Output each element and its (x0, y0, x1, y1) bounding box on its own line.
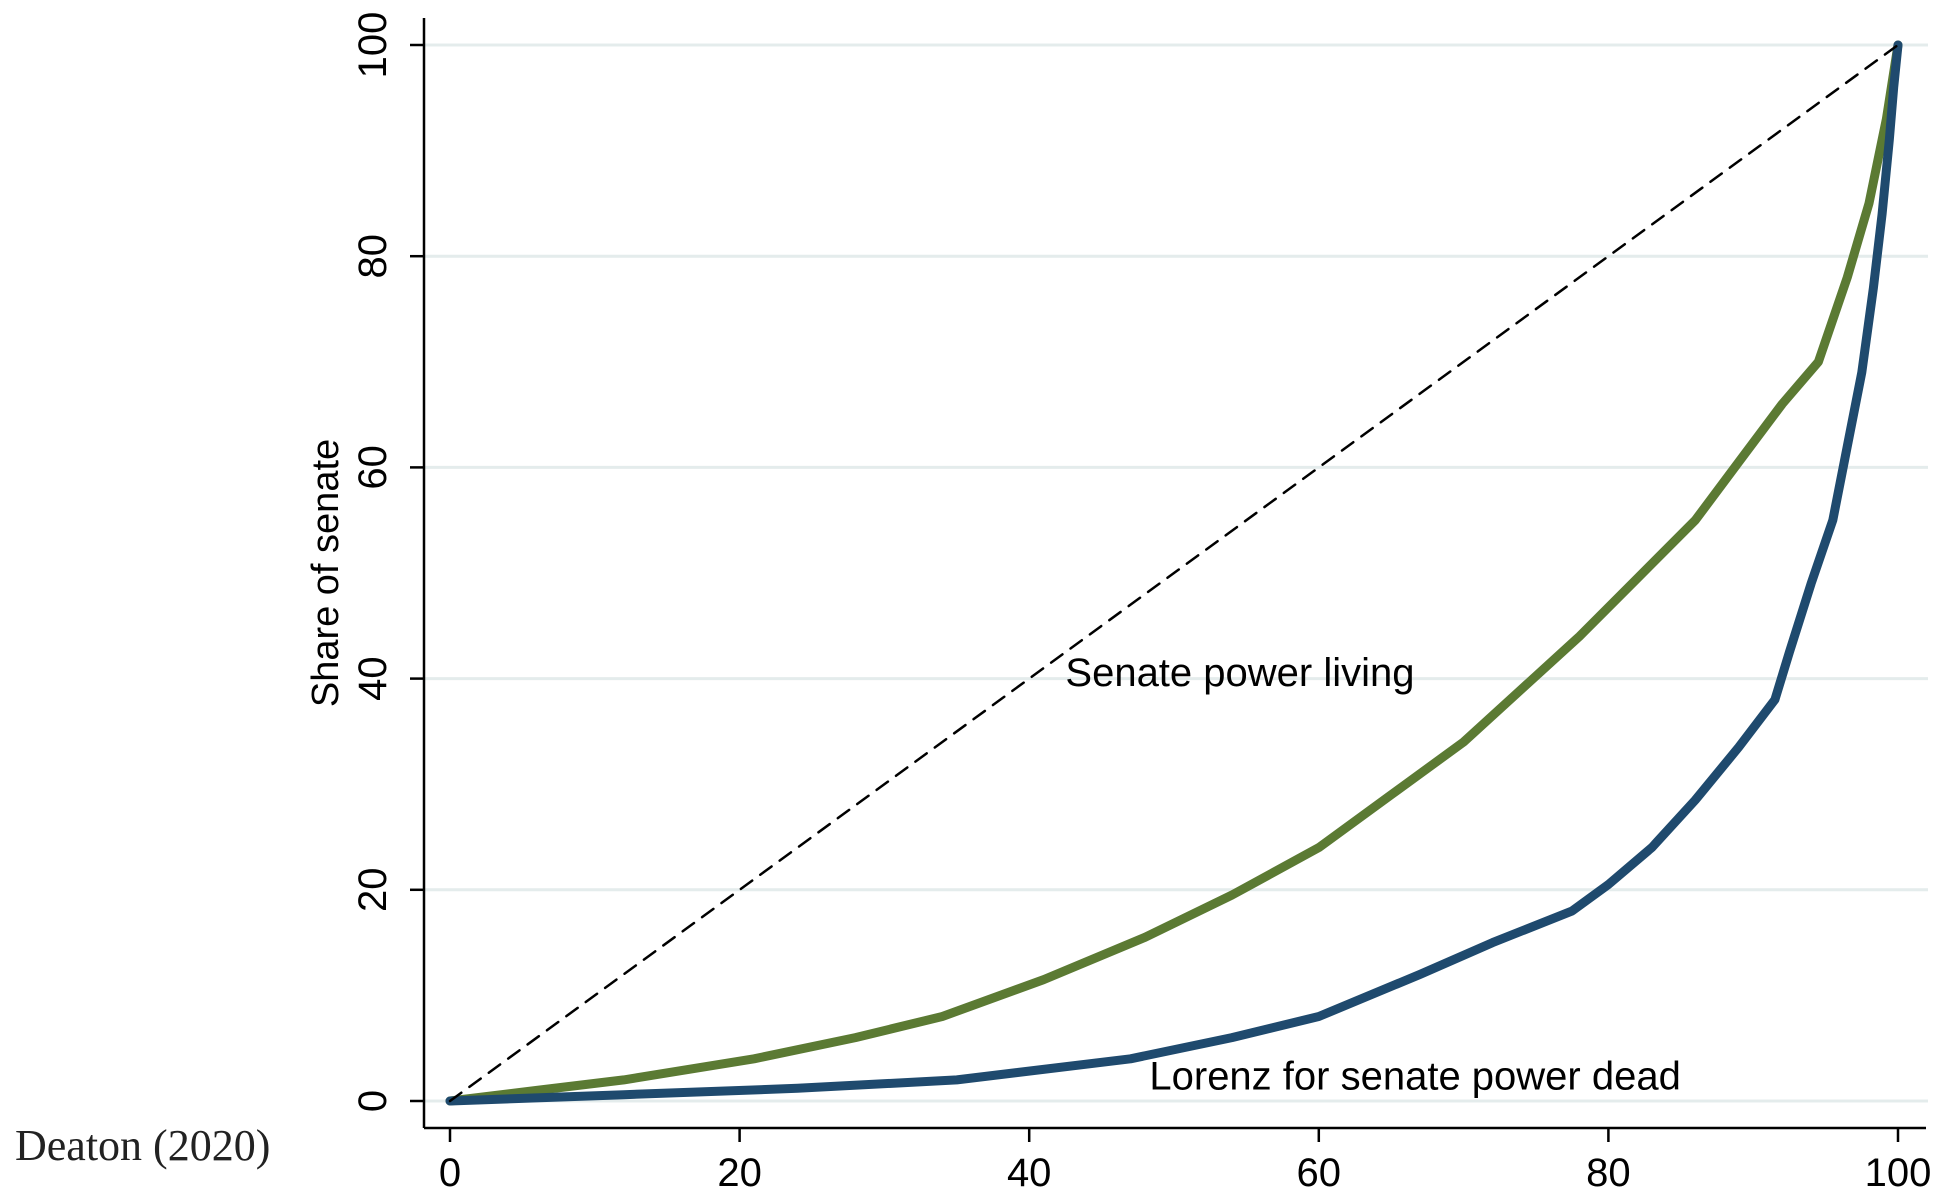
series-line-1 (445, 40, 1903, 1106)
x-tick-label-20: 20 (717, 1151, 762, 1195)
y-axis-title: Share of senate (305, 439, 347, 707)
equality-line (448, 43, 1900, 1103)
gridlines (424, 43, 1928, 1103)
annotation-lorenz-dead: Lorenz for senate power dead (1149, 1054, 1680, 1098)
annotation-senate-power-living: Senate power living (1065, 651, 1414, 695)
y-tick-label-80: 80 (351, 234, 395, 279)
x-tick-label-60: 60 (1297, 1151, 1342, 1195)
x-tick-label-80: 80 (1586, 1151, 1631, 1195)
x-tick-label-100: 100 (1865, 1151, 1932, 1195)
series-line-0 (445, 40, 1903, 1106)
y-tick-label-40: 40 (351, 656, 395, 701)
series-lines (445, 40, 1903, 1106)
y-tick-label-100: 100 (351, 12, 395, 79)
x-tick-label-40: 40 (1007, 1151, 1052, 1195)
tick-labels: 0 20 40 60 80 100 0 20 40 60 80 100 (351, 12, 1931, 1195)
y-tick-label-0: 0 (351, 1090, 395, 1112)
y-tick-label-20: 20 (351, 868, 395, 913)
y-tick-label-60: 60 (351, 445, 395, 490)
source-credit: Deaton (2020) (15, 1121, 270, 1170)
axes (410, 18, 1926, 1142)
x-tick-label-0: 0 (439, 1151, 461, 1195)
